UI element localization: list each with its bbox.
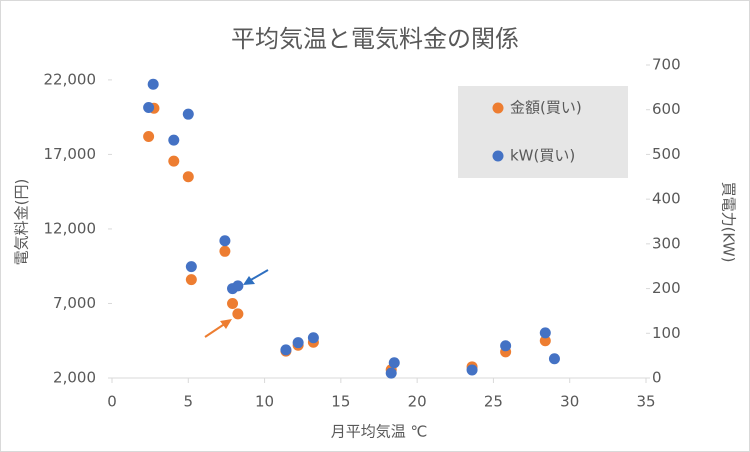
data-point [182, 108, 194, 120]
data-point [232, 308, 244, 320]
y2-tick-label: 0 [652, 369, 662, 387]
data-point [219, 245, 231, 257]
y-axis-label: 電気料金(円) [13, 179, 31, 266]
x-tick-label: 15 [331, 393, 350, 411]
x-tick-label: 35 [636, 393, 655, 411]
y-tick-label: 22,000 [44, 70, 97, 88]
data-point [182, 171, 194, 183]
legend-marker [492, 102, 504, 114]
annotation-arrow [204, 269, 269, 338]
legend-marker [492, 150, 504, 162]
data-point [143, 131, 155, 143]
y2-tick-label: 300 [652, 234, 681, 252]
y-tick-label: 7,000 [53, 294, 96, 312]
x-tick-label: 0 [107, 393, 117, 411]
y2-tick-label: 100 [652, 324, 681, 342]
x-tick-label: 10 [255, 393, 274, 411]
data-point [227, 297, 239, 309]
arrow-head [243, 276, 255, 285]
data-point [539, 327, 551, 339]
data-point [185, 274, 197, 286]
y2-tick-label: 500 [652, 145, 681, 163]
data-point [388, 357, 400, 369]
data-point [548, 353, 560, 365]
arrow-shaft [204, 322, 227, 338]
y2-tick-label: 600 [652, 100, 681, 118]
x-axis-label: 月平均気温 ℃ [331, 423, 428, 441]
data-point [143, 101, 155, 113]
data-point [168, 155, 180, 167]
x-tick-label: 25 [484, 393, 503, 411]
y2-tick-label: 700 [652, 56, 681, 74]
data-point [466, 364, 478, 376]
data-point [500, 340, 512, 352]
data-point [307, 332, 319, 344]
data-point [219, 235, 231, 247]
x-tick-label: 30 [560, 393, 579, 411]
legend-label: kW(買い) [510, 147, 575, 165]
data-point [185, 261, 197, 273]
data-point [232, 280, 244, 292]
y-tick-label: 17,000 [44, 145, 97, 163]
y2-axis-label: 買電力(KW) [720, 182, 738, 263]
y2-tick-label: 400 [652, 190, 681, 208]
chart-title: 平均気温と電気料金の関係 [231, 25, 519, 53]
y-tick-label: 2,000 [53, 369, 96, 387]
legend-box [458, 86, 628, 178]
y2-tick-label: 200 [652, 279, 681, 297]
x-tick-label: 5 [184, 393, 194, 411]
x-tick-label: 20 [408, 393, 427, 411]
data-point [168, 134, 180, 146]
data-point [292, 337, 304, 349]
data-point [539, 335, 551, 347]
arrow-shaft [248, 269, 269, 282]
arrow-head [220, 319, 232, 329]
legend-label: 金額(買い) [510, 99, 582, 117]
data-point [385, 367, 397, 379]
data-point [147, 78, 159, 90]
data-point [280, 344, 292, 356]
y-tick-label: 12,000 [44, 219, 97, 237]
